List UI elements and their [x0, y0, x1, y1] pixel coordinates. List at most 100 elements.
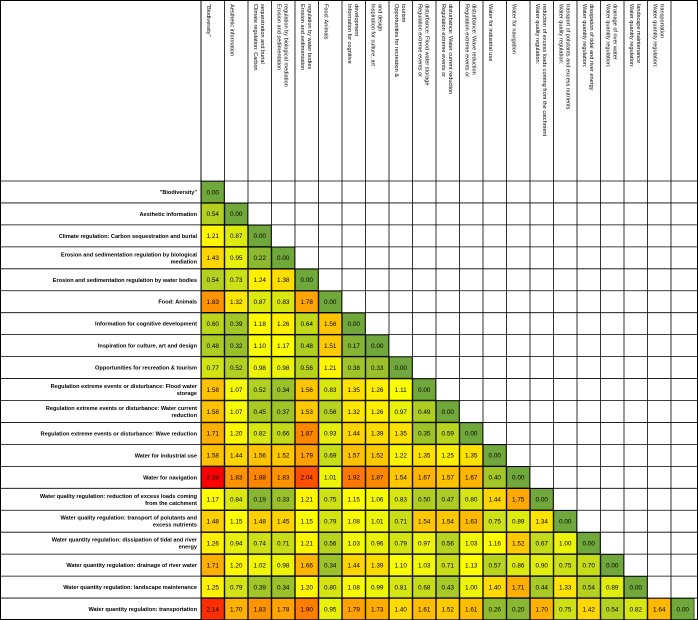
column-label-text: Opportunities for recreation & [393, 4, 399, 77]
heatmap-cell [271, 378, 295, 401]
cell-value-label: 1.87 [371, 475, 384, 482]
row-label: Water quantity regulation: landscape mai… [63, 585, 197, 591]
row-label: Opportunities for recreation & tourism [95, 366, 197, 372]
row-label: Regulation extreme events or disturbance… [41, 431, 198, 437]
column-label-text: Regulation extreme events or [417, 4, 423, 77]
cell-value-label: 0.00 [371, 343, 384, 350]
row-label-text: "Biodiversity" [160, 190, 198, 196]
column-label-text: development [353, 4, 359, 36]
row-label-text: Water quantity regulation: landscape mai… [63, 585, 197, 591]
cell-value-label: 1.61 [418, 606, 431, 613]
cell-value-label: 1.48 [254, 519, 267, 526]
heatmap-cell [295, 444, 319, 467]
heatmap-cell [483, 444, 507, 467]
heatmap-cell [201, 225, 225, 247]
cell-value-label: 0.94 [230, 540, 243, 547]
cell-value-label: 1.71 [207, 431, 220, 438]
cell-value-label: 0.89 [606, 584, 619, 591]
cell-value-label: 1.40 [395, 606, 408, 613]
row-label-text: Water quality regulation: transport of p… [60, 516, 197, 522]
row-label-text: Information for cognitive development [95, 322, 197, 328]
cell-value-label: 1.22 [395, 453, 408, 460]
column-label: Opportunities for recreation & tourism [393, 4, 406, 77]
cell-value-label: 1.70 [536, 606, 549, 613]
cell-value-label: 0.93 [324, 431, 337, 438]
cell-value-label: 0.00 [230, 211, 243, 218]
heatmap-cell [295, 576, 319, 598]
cell-value-label: 1.32 [348, 409, 361, 416]
cell-value-label: 1.08 [348, 519, 361, 526]
cell-value-label: 0.70 [583, 562, 596, 569]
heatmap-cell [389, 422, 413, 445]
column-label-text: Water quantity regulation: [605, 4, 611, 68]
cell-value-label: 0.34 [277, 584, 290, 591]
cell-value-label: 1.92 [348, 475, 361, 482]
cell-value-label: 1.03 [418, 562, 431, 569]
heatmap-cell [295, 290, 319, 313]
heatmap-cell [271, 532, 295, 555]
heatmap-cell [412, 400, 436, 423]
cell-value-label: 0.80 [465, 497, 478, 504]
row-label: Inspiration for culture, art and design [98, 344, 198, 350]
cell-value-label: 0.75 [559, 606, 572, 613]
heatmap-cell [459, 554, 483, 576]
cell-value-label: 1.67 [465, 475, 478, 482]
heatmap-cell [553, 554, 577, 576]
cell-value-label: 0.87 [254, 299, 267, 306]
row-label-text: Aesthetic information [140, 212, 198, 218]
heatmap-cell [318, 444, 342, 467]
heatmap-cell [577, 532, 601, 555]
column-label-text: disturbance: Wave reduction [471, 4, 477, 75]
row-label: Water for navigation [143, 475, 197, 481]
heatmap-cell [506, 466, 530, 489]
heatmap-cell [436, 400, 460, 423]
cell-value-label: 0.83 [324, 387, 337, 394]
heatmap-cell [530, 554, 554, 576]
column-label-text: regulation by biological mediation [283, 4, 289, 87]
column-label: Erosion and sedimentation regulation by b… [276, 4, 289, 87]
cell-value-label: 1.01 [371, 519, 384, 526]
heatmap-cell [436, 510, 460, 533]
heatmap-cell [224, 400, 248, 423]
heatmap-cell [248, 378, 272, 401]
heatmap-cell [365, 334, 389, 357]
heatmap-cell [389, 554, 413, 576]
heatmap-cell [271, 488, 295, 511]
cell-value-label: 0.69 [324, 453, 337, 460]
cell-value-label: 0.35 [418, 431, 431, 438]
heatmap-cell [342, 334, 366, 357]
cell-value-label: 1.08 [348, 584, 361, 591]
cell-value-label: 1.17 [277, 343, 290, 350]
row-label: Erosion and sedimentation regulation by … [53, 278, 197, 284]
column-label-text: Water quantity regulation: [628, 4, 634, 68]
cell-value-label: 0.34 [324, 562, 337, 569]
cell-value-label: 0.40 [489, 475, 502, 482]
cell-value-label: 1.57 [348, 453, 361, 460]
heatmap-cell [201, 334, 225, 357]
heatmap-cell [248, 488, 272, 511]
cell-value-label: 1.15 [348, 497, 361, 504]
column-label-text: sequestration and burial [259, 4, 265, 64]
row-label-text: Water quantity regulation: drainage of r… [66, 563, 197, 569]
heatmap-cell [318, 290, 342, 313]
heatmap-cell [271, 246, 295, 269]
row-label: Erosion and sedimentation regulation by … [61, 252, 198, 265]
cell-value-label: 0.37 [277, 409, 290, 416]
cell-value-label: 0.95 [230, 255, 243, 262]
row-label: Regulation extreme events or disturbance… [46, 406, 198, 419]
row-label: Water quantity regulation: dissipation o… [52, 538, 198, 551]
heatmap-cell [412, 444, 436, 467]
heatmap-cell [483, 466, 507, 489]
column-label: Water for navigation [511, 4, 517, 54]
cell-value-label: 1.21 [301, 540, 314, 547]
heatmap-cell [224, 422, 248, 445]
row-label-text: Erosion and sedimentation regulation by … [53, 278, 197, 284]
column-label: Information for cognitive development [346, 4, 359, 64]
cell-value-label: 1.52 [512, 540, 525, 547]
heatmap-cell [224, 466, 248, 489]
cells-layer: 0.00 0.54 0.00 1.21 0.87 0.00 1.43 0.95 0.22 0.00… [201, 181, 695, 620]
heatmap-cell [224, 290, 248, 313]
heatmap-cell [506, 532, 530, 555]
cell-value-label: 0.22 [254, 255, 267, 262]
